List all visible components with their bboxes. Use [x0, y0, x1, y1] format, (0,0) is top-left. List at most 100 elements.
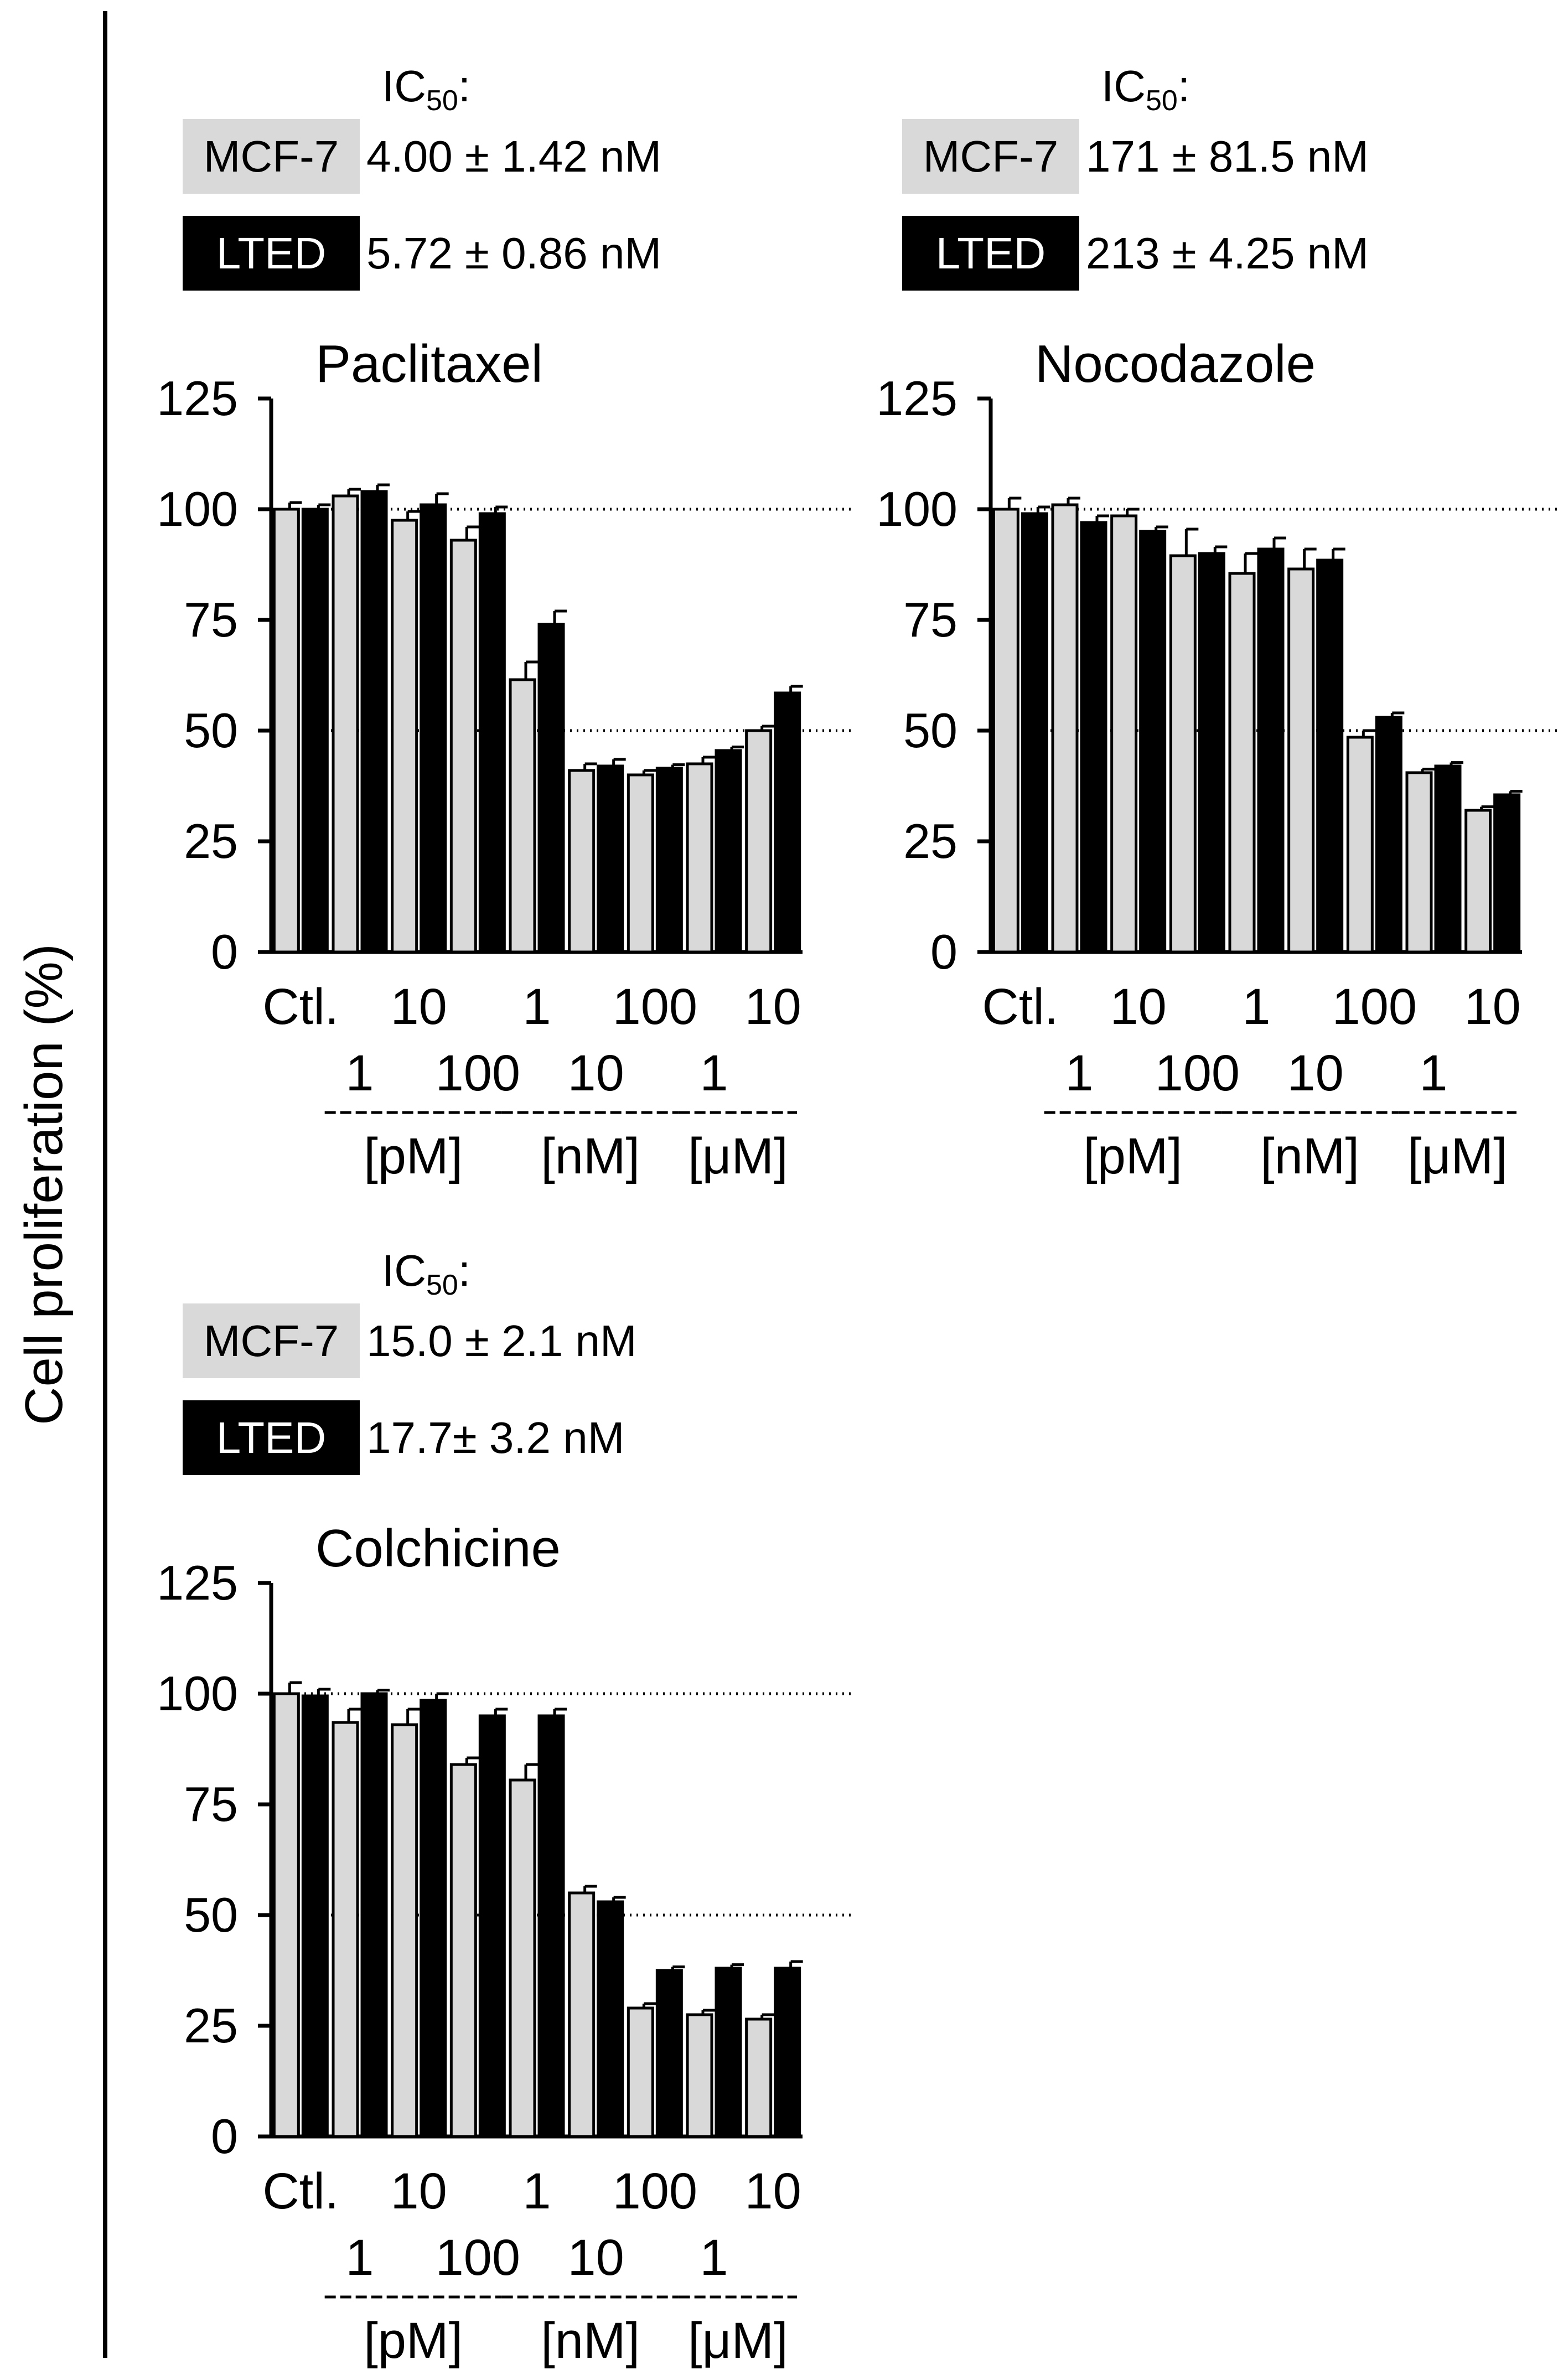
ic50-heading: IC50: — [382, 61, 471, 117]
y-tick-label: 50 — [184, 1887, 238, 1942]
bar-mcf7 — [568, 769, 596, 954]
y-tick-label: 25 — [184, 814, 238, 868]
y-tick-label: 0 — [211, 2109, 238, 2164]
lted-ic50-value: 213 ± 4.25 nM — [1086, 228, 1369, 278]
x-tick-label: 1 — [700, 2229, 728, 2286]
x-tick-label: 100 — [436, 1045, 521, 1101]
bar-mcf7 — [1346, 736, 1374, 954]
x-tick-label: Ctl. — [982, 979, 1058, 1035]
y-tick-label: 100 — [157, 482, 238, 536]
bar-mcf7 — [1051, 503, 1079, 954]
mcf7-ic50-value: 15.0 ± 2.1 nM — [366, 1316, 637, 1365]
ic50-row-lted: LTED 5.72 ± 0.86 nM — [183, 216, 661, 291]
bar-lted — [1021, 512, 1048, 954]
x-tick-label: 1 — [700, 1045, 728, 1101]
ic50-row-lted: LTED 17.7± 3.2 nM — [183, 1400, 624, 1475]
x-tick-label: 10 — [390, 979, 447, 1035]
bar-lted — [1316, 558, 1344, 954]
y-tick-label: 0 — [211, 924, 238, 979]
y-tick-label: 125 — [157, 1555, 238, 1610]
ic50-label: IC — [382, 61, 426, 111]
x-tick-label: 1 — [345, 1045, 374, 1101]
ic50-suffix: : — [458, 61, 471, 111]
x-tick-label: 10 — [744, 979, 801, 1035]
y-tick-label: 75 — [184, 592, 238, 647]
bar-mcf7 — [745, 729, 773, 954]
ic50-suffix: : — [1177, 61, 1191, 111]
bar-lted — [655, 1969, 683, 2138]
bar-lted — [715, 1967, 742, 2138]
bar-lted — [1080, 521, 1107, 954]
x-tick-label: 1 — [522, 979, 551, 1035]
mcf7-legend-box: MCF-7 — [183, 119, 360, 194]
bar-mcf7 — [627, 2006, 654, 2138]
x-tick-label: 1 — [345, 2229, 374, 2286]
lted-legend-box: LTED — [183, 216, 360, 291]
bar-mcf7 — [272, 1692, 300, 2138]
x-tick-label: Ctl. — [262, 979, 339, 1035]
bar-chart-paclitaxel: Paclitaxel0255075100125Ctl.1101001101001… — [157, 334, 852, 1184]
bar-mcf7 — [568, 1891, 596, 2138]
x-tick-label: 100 — [1332, 979, 1417, 1035]
y-tick-label: 125 — [876, 371, 957, 426]
bar-lted — [478, 1714, 506, 2138]
y-tick-label: 100 — [876, 482, 957, 536]
bar-mcf7 — [1228, 572, 1256, 954]
bar-lted — [1198, 552, 1225, 954]
ic50-row-mcf7: MCF-7 4.00 ± 1.42 nM — [183, 119, 661, 194]
mcf7-ic50-value: 171 ± 81.5 nM — [1086, 131, 1369, 181]
ic50-label: IC — [1101, 61, 1146, 111]
lted-legend-box: LTED — [902, 216, 1079, 291]
bar-mcf7 — [391, 519, 418, 954]
ic50-row-lted: LTED 213 ± 4.25 nM — [902, 216, 1369, 291]
ic50-row-mcf7: MCF-7 171 ± 81.5 nM — [902, 119, 1369, 194]
ic50-suffix: : — [458, 1246, 471, 1295]
y-tick-label: 50 — [903, 703, 957, 758]
y-tick-label: 75 — [184, 1777, 238, 1831]
y-tick-label: 50 — [184, 703, 238, 758]
bar-mcf7 — [992, 508, 1019, 954]
bar-lted — [1139, 530, 1167, 954]
bar-lted — [301, 1694, 329, 2138]
y-tick-label: 25 — [184, 1998, 238, 2053]
bar-lted — [537, 623, 565, 954]
x-tick-label: Ctl. — [262, 2163, 339, 2219]
bar-lted — [478, 512, 506, 954]
unit-group-label: [pM] — [1083, 1128, 1182, 1184]
bar-mcf7 — [332, 1721, 359, 2138]
unit-group-label: [nM] — [541, 1128, 640, 1184]
bar-lted — [1434, 764, 1462, 954]
x-tick-label: 1 — [1065, 1045, 1093, 1101]
y-axis-title: Cell proliferation (%) — [14, 944, 74, 1425]
bar-lted — [1375, 716, 1402, 954]
bar-mcf7 — [509, 678, 536, 954]
bar-mcf7 — [449, 539, 477, 954]
unit-group-label: [pM] — [364, 2312, 463, 2369]
x-tick-label: 10 — [1287, 1045, 1343, 1101]
y-tick-label: 75 — [903, 592, 957, 647]
bar-mcf7 — [1405, 771, 1433, 954]
x-tick-label: 10 — [567, 1045, 624, 1101]
x-tick-label: 10 — [567, 2229, 624, 2286]
bar-lted — [715, 749, 742, 954]
mcf7-legend-box: MCF-7 — [183, 1303, 360, 1378]
x-tick-label: 10 — [744, 2163, 801, 2219]
y-tick-label: 100 — [157, 1666, 238, 1721]
x-tick-label: 100 — [1155, 1045, 1240, 1101]
chart-title: Colchicine — [315, 1519, 561, 1578]
chart-title: Paclitaxel — [315, 334, 543, 394]
left-divider-line — [103, 11, 107, 2358]
bar-mcf7 — [332, 494, 359, 954]
mcf7-legend-box: MCF-7 — [902, 119, 1079, 194]
bar-mcf7 — [627, 773, 654, 954]
panel-colchicine: IC50: MCF-7 15.0 ± 2.1 nM LTED 17.7± 3.2… — [116, 1218, 891, 2380]
x-tick-label: 100 — [436, 2229, 521, 2286]
bar-mcf7 — [745, 2017, 773, 2138]
unit-group-label: [nM] — [1260, 1128, 1359, 1184]
unit-group-label: [nM] — [541, 2312, 640, 2369]
bar-lted — [597, 1900, 624, 2138]
ic50-subscript: 50 — [426, 85, 458, 117]
bar-lted — [537, 1714, 565, 2138]
ic50-subscript: 50 — [426, 1269, 458, 1301]
